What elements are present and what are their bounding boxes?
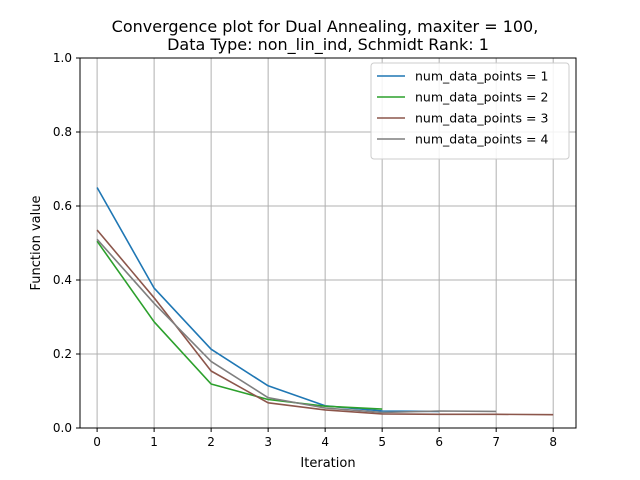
series-line-4 <box>96 238 497 414</box>
y-tick-label: 0.2 <box>53 347 72 361</box>
y-axis: 0.0 0.2 0.4 0.6 0.8 1.0 <box>53 51 80 435</box>
x-tick-label: 6 <box>435 435 443 449</box>
y-axis-label: Function value <box>29 196 44 291</box>
y-tick-label: 0.4 <box>53 273 72 287</box>
x-tick-label: 8 <box>549 435 557 449</box>
legend-label-1: num_data_points = 1 <box>415 69 548 84</box>
legend-label-4: num_data_points = 4 <box>415 132 548 147</box>
chart-title-line1: Convergence plot for Dual Annealing, max… <box>112 17 539 36</box>
y-tick-label: 0.6 <box>53 199 72 213</box>
legend-box <box>370 62 570 160</box>
legend-label-3: num_data_points = 3 <box>415 111 548 126</box>
y-tick-label: 1.0 <box>53 51 72 65</box>
x-tick-label: 4 <box>321 435 329 449</box>
x-tick-label: 1 <box>150 435 158 449</box>
series-lines <box>96 187 554 416</box>
x-tick-label: 7 <box>492 435 500 449</box>
x-axis: 0 1 2 3 4 5 6 7 8 <box>93 428 557 449</box>
x-tick-label: 2 <box>207 435 215 449</box>
x-axis-label: Iteration <box>300 456 355 471</box>
legend: num_data_points = 1 num_data_points = 2 nu… <box>370 62 570 160</box>
x-tick-label: 0 <box>93 435 101 449</box>
series-line-1 <box>96 187 440 413</box>
legend-label-2: num_data_points = 2 <box>415 90 548 105</box>
x-tick-label: 5 <box>378 435 386 449</box>
y-tick-label: 0.8 <box>53 125 72 139</box>
chart-title-line2: Data Type: non_lin_ind, Schmidt Rank: 1 <box>167 35 489 55</box>
plot-frame <box>79 57 577 429</box>
x-tick-label: 3 <box>264 435 272 449</box>
series-line-2 <box>96 240 383 410</box>
y-tick-label: 0.0 <box>53 421 72 435</box>
